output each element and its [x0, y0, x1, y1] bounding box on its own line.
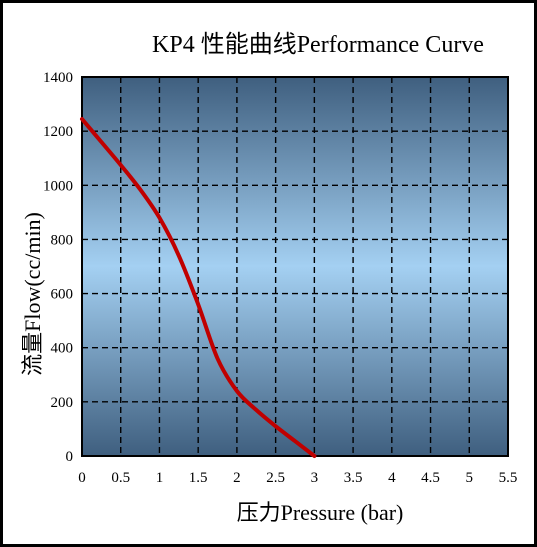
x-tick-label: 0.5	[111, 470, 130, 486]
y-axis-ticks: 0 200 400 600 800 1000 1200 1400	[43, 70, 73, 465]
y-axis-label: 流量Flow(cc/min)	[20, 212, 45, 376]
x-axis-ticks: 0 0.5 1 1.5 2 2.5 3 3.5 4 4.5 5 5.5	[78, 470, 517, 486]
y-tick-label: 1400	[43, 70, 73, 86]
series-line	[80, 117, 317, 458]
x-tick-label: 5.5	[499, 470, 518, 486]
x-tick-label: 5	[466, 470, 474, 486]
x-tick-label: 0	[78, 470, 86, 486]
x-tick-label: 4	[388, 470, 396, 486]
y-tick-label: 0	[66, 449, 74, 465]
x-tick-label: 3.5	[344, 470, 363, 486]
plot-border	[81, 76, 509, 457]
plot-area	[82, 77, 508, 456]
x-axis-label: 压力Pressure (bar)	[237, 500, 404, 525]
x-tick-label: 4.5	[421, 470, 440, 486]
x-tick-label: 2.5	[266, 470, 285, 486]
y-tick-label: 600	[51, 287, 74, 303]
x-tick-label: 3	[311, 470, 319, 486]
y-tick-label: 200	[51, 395, 74, 411]
x-tick-label: 1.5	[189, 470, 208, 486]
grid-lines	[82, 77, 508, 456]
y-tick-label: 1000	[43, 178, 73, 194]
y-tick-label: 400	[51, 341, 74, 357]
y-tick-label: 800	[51, 232, 74, 248]
y-tick-label: 1200	[43, 124, 73, 140]
chart-title: KP4 性能曲线Performance Curve	[152, 31, 484, 58]
x-tick-label: 2	[233, 470, 241, 486]
x-tick-label: 1	[156, 470, 164, 486]
